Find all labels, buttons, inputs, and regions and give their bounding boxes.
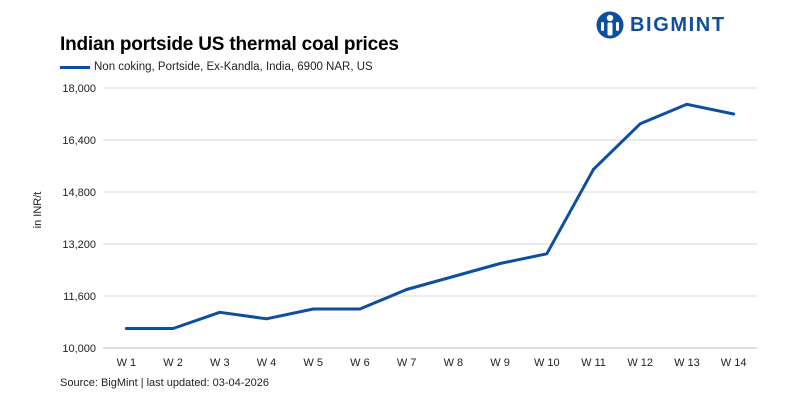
y-tick-label: 11,600 (63, 291, 96, 303)
data-point (124, 327, 128, 330)
data-point (405, 288, 409, 291)
x-tick-label: W 5 (303, 357, 323, 369)
data-point (358, 307, 362, 311)
y-tick-label: 13,200 (62, 239, 96, 251)
legend: Non coking, Portside, Ex-Kandla, India, … (60, 61, 373, 73)
source-note: Source: BigMint | last updated: 03-04-20… (60, 377, 269, 389)
data-point (218, 310, 222, 314)
legend-swatch (60, 65, 90, 69)
x-tick-label: W 3 (210, 357, 230, 369)
y-tick-label: 16,400 (62, 135, 96, 147)
x-tick-label: W 10 (534, 357, 560, 369)
x-tick-label: W 9 (490, 357, 510, 369)
x-tick-label: W 13 (674, 357, 700, 369)
x-tick-label: W 11 (581, 357, 606, 369)
y-axis-ticks: 10,000 11,600 13,200 14,800 16,400 18,000 (62, 83, 96, 355)
legend-label: Non coking, Portside, Ex-Kandla, India, … (94, 61, 373, 73)
x-tick-label: W 6 (350, 357, 370, 369)
data-point (498, 262, 502, 265)
x-tick-label: W 2 (163, 357, 183, 369)
x-tick-label: W 7 (397, 357, 417, 369)
x-tick-label: W 1 (117, 357, 137, 369)
data-point (592, 167, 595, 171)
data-point (265, 317, 268, 321)
x-tick-label: W 4 (257, 357, 277, 369)
x-tick-label: W 8 (444, 357, 464, 369)
brand-logo: BIGMINT (596, 10, 726, 40)
data-point (171, 327, 175, 330)
brand-name: BIGMINT (630, 13, 726, 36)
data-point (732, 112, 736, 116)
series-line (124, 102, 736, 330)
chart-title: Indian portside US thermal coal prices (60, 34, 399, 55)
x-tick-label: W 14 (721, 357, 747, 369)
y-tick-label: 14,800 (62, 187, 96, 199)
data-point (311, 307, 315, 311)
gridlines (103, 87, 757, 349)
data-point (451, 275, 455, 278)
bigmint-logo-icon (596, 11, 624, 39)
data-point (638, 122, 642, 126)
data-point (685, 102, 689, 106)
x-axis-ticks: W 1 W 2 W 3 W 4 W 5 W 6 W 7 W 8 W 9 W 10 W 11 W 12 W… (117, 357, 747, 369)
series-layer (124, 102, 736, 330)
x-tick-label: W 12 (627, 357, 653, 369)
y-tick-label: 18,000 (62, 83, 96, 95)
data-point (545, 252, 549, 256)
y-tick-label: 10,000 (62, 343, 96, 355)
